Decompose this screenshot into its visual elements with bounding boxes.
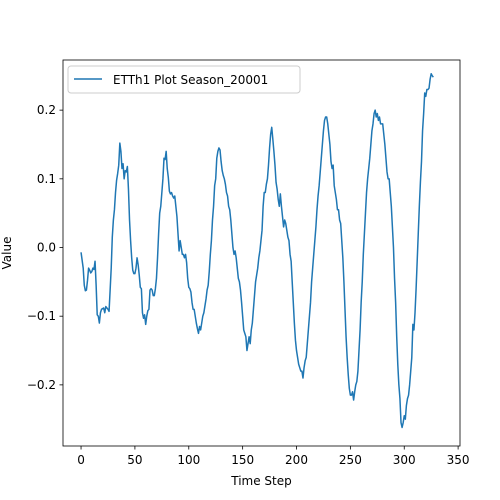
x-tick-label: 50 <box>127 453 142 467</box>
x-tick-label: 350 <box>447 453 470 467</box>
legend-box <box>67 65 301 94</box>
x-tick-label: 150 <box>231 453 254 467</box>
y-tick-label: 0.2 <box>37 103 56 117</box>
x-tick-label: 0 <box>77 453 85 467</box>
plot-area <box>80 72 434 429</box>
y-tick-label: −0.1 <box>27 309 56 323</box>
x-axis-ticks: 0 50 100 150 200 250 300 350 <box>77 446 470 467</box>
y-tick-label: 0.0 <box>37 241 56 255</box>
series-line-0 <box>80 72 434 429</box>
y-axis-ticks: −0.2 −0.1 0.0 0.1 0.2 <box>27 103 63 392</box>
legend-entry-label: ETTh1 Plot Season_20001 <box>113 73 268 87</box>
x-tick-label: 300 <box>393 453 416 467</box>
legend: ETTh1 Plot Season_20001 <box>67 65 301 94</box>
x-tick-label: 200 <box>285 453 308 467</box>
x-tick-label: 250 <box>339 453 362 467</box>
y-tick-label: 0.1 <box>37 172 56 186</box>
axes-frame <box>62 59 461 447</box>
x-axis-label: Time Step <box>230 474 292 488</box>
y-axis-label: Value <box>0 237 14 270</box>
y-tick-label: −0.2 <box>27 378 56 392</box>
x-tick-label: 100 <box>177 453 200 467</box>
